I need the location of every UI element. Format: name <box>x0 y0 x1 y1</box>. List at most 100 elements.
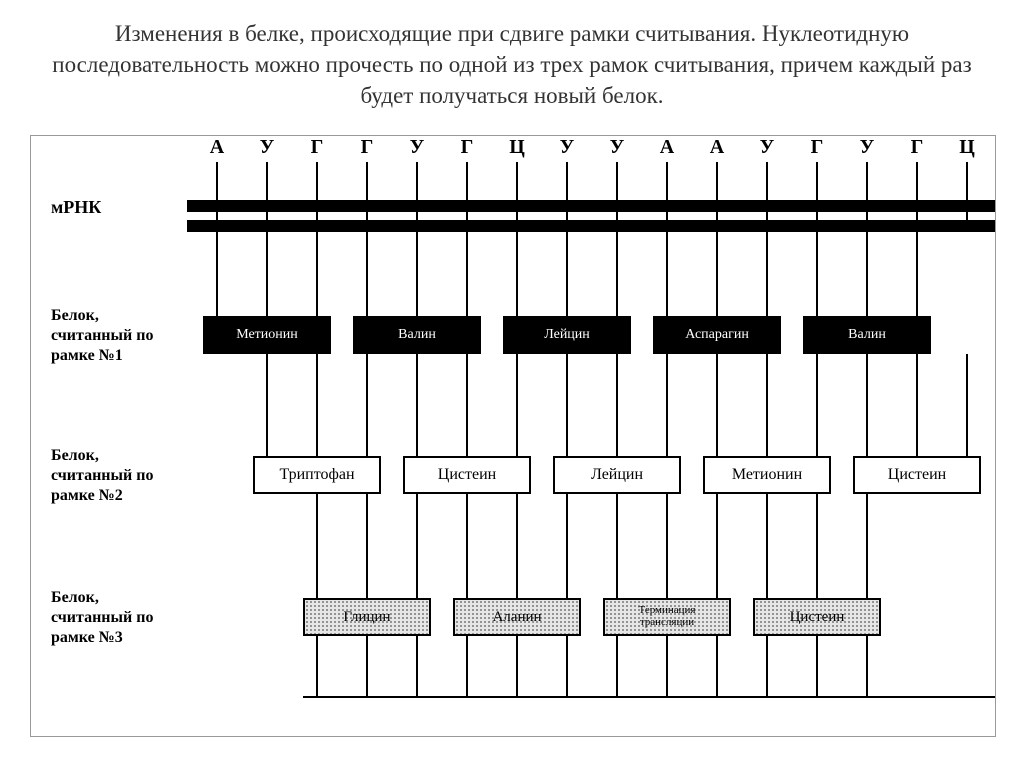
nucleotide-letter: Г <box>461 136 474 159</box>
tick-f1-f2 <box>616 354 618 456</box>
tick-top <box>716 162 718 232</box>
tick-f1-f2 <box>766 354 768 456</box>
tick-f2-f3 <box>466 494 468 598</box>
amino-acid-box: Терминациятрансляции <box>603 598 731 636</box>
tick-top <box>316 162 318 232</box>
nucleotide-letter: У <box>410 136 425 159</box>
amino-acid-box: Глицин <box>303 598 431 636</box>
amino-acid-box: Цистеин <box>753 598 881 636</box>
nucleotide-letter: А <box>210 136 224 159</box>
tick-top <box>366 162 368 232</box>
tick-codon <box>466 232 468 316</box>
tick-top <box>766 162 768 232</box>
amino-acid-box: Метионин <box>203 316 331 354</box>
tick-f2-f3 <box>866 494 868 598</box>
tick-top <box>216 162 218 232</box>
amino-acid-box: Цистеин <box>403 456 531 494</box>
tick-codon <box>216 232 218 316</box>
amino-acid-box: Валин <box>803 316 931 354</box>
nucleotide-letter: У <box>560 136 575 159</box>
tick-f1-f2 <box>866 354 868 456</box>
tick-top <box>566 162 568 232</box>
frame-label: Белок,считанный порамке №1 <box>51 306 153 366</box>
tick-top <box>866 162 868 232</box>
tick-top <box>816 162 818 232</box>
frame3-baseline <box>303 696 995 698</box>
tick-f1-f2 <box>466 354 468 456</box>
tick-f1-f2 <box>816 354 818 456</box>
nucleotide-letter: Г <box>811 136 824 159</box>
tick-f1-f2 <box>716 354 718 456</box>
tick-f3-base <box>766 636 768 696</box>
tick-f3-base <box>866 636 868 696</box>
amino-acid-box: Аланин <box>453 598 581 636</box>
tick-f2-f3 <box>766 494 768 598</box>
nucleotide-letter: У <box>260 136 275 159</box>
tick-f1-f2 <box>366 354 368 456</box>
tick-f2-f3 <box>616 494 618 598</box>
amino-acid-box: Валин <box>353 316 481 354</box>
tick-codon <box>866 232 868 316</box>
amino-acid-box: Лейцин <box>503 316 631 354</box>
tick-codon <box>366 232 368 316</box>
tick-top <box>266 162 268 232</box>
mrna-bar <box>187 220 995 232</box>
tick-f3-base <box>816 636 818 696</box>
tick-f2-f3 <box>666 494 668 598</box>
tick-f1-f2 <box>966 354 968 456</box>
tick-f3-base <box>716 636 718 696</box>
tick-f3-base <box>666 636 668 696</box>
reading-frame-diagram: АУГГУГЦУУААУГУГЦмРНКМетионинВалинЛейцинА… <box>30 135 996 737</box>
tick-f2-f3 <box>516 494 518 598</box>
nucleotide-letter: Г <box>311 136 324 159</box>
tick-codon <box>266 232 268 316</box>
tick-f3-base <box>416 636 418 696</box>
tick-top <box>966 162 968 232</box>
tick-codon <box>766 232 768 316</box>
tick-top <box>516 162 518 232</box>
tick-f3-base <box>316 636 318 696</box>
tick-codon <box>816 232 818 316</box>
tick-f3-base <box>566 636 568 696</box>
amino-acid-box: Метионин <box>703 456 831 494</box>
tick-f1-f2 <box>566 354 568 456</box>
nucleotide-letter: Г <box>911 136 924 159</box>
tick-f2-f3 <box>416 494 418 598</box>
tick-f2-f3 <box>316 494 318 598</box>
tick-f2-f3 <box>566 494 568 598</box>
tick-top <box>466 162 468 232</box>
tick-f1-f2 <box>516 354 518 456</box>
mrna-bar <box>187 200 995 212</box>
nucleotide-letter: У <box>860 136 875 159</box>
amino-acid-box: Цистеин <box>853 456 981 494</box>
nucleotide-letter: Ц <box>509 136 525 159</box>
tick-codon <box>616 232 618 316</box>
tick-codon <box>416 232 418 316</box>
tick-f3-base <box>366 636 368 696</box>
tick-f2-f3 <box>366 494 368 598</box>
tick-f2-f3 <box>716 494 718 598</box>
tick-codon <box>516 232 518 316</box>
tick-top <box>666 162 668 232</box>
tick-f3-base <box>516 636 518 696</box>
tick-f1-f2 <box>916 354 918 456</box>
amino-acid-box: Триптофан <box>253 456 381 494</box>
mrna-label: мРНК <box>51 196 101 219</box>
tick-f1-f2 <box>666 354 668 456</box>
nucleotide-letter: А <box>710 136 724 159</box>
tick-f1-f2 <box>316 354 318 456</box>
frame-label: Белок,считанный порамке №3 <box>51 588 153 648</box>
nucleotide-letter: У <box>760 136 775 159</box>
amino-acid-box: Лейцин <box>553 456 681 494</box>
amino-acid-box: Аспарагин <box>653 316 781 354</box>
tick-f1-f2 <box>416 354 418 456</box>
tick-top <box>416 162 418 232</box>
tick-codon <box>916 232 918 316</box>
tick-f3-base <box>616 636 618 696</box>
nucleotide-letter: У <box>610 136 625 159</box>
tick-codon <box>316 232 318 316</box>
tick-f3-base <box>466 636 468 696</box>
tick-f2-f3 <box>816 494 818 598</box>
tick-top <box>616 162 618 232</box>
nucleotide-letter: Г <box>361 136 374 159</box>
